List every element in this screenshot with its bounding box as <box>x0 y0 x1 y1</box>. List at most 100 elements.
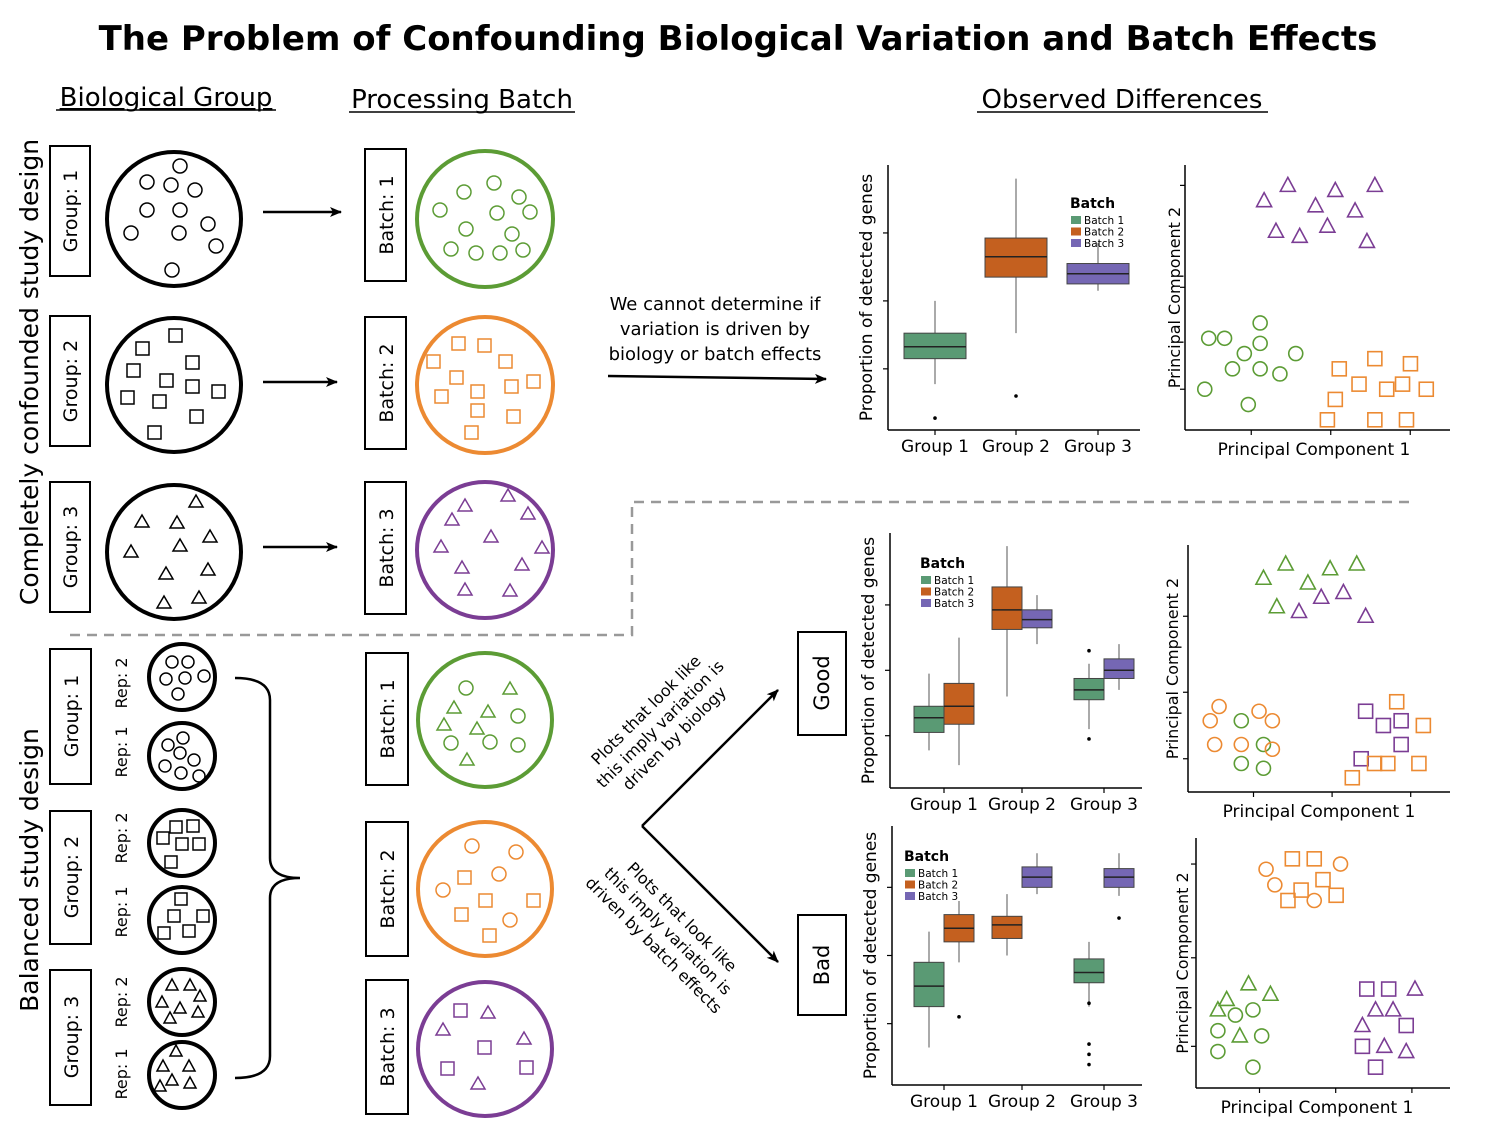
rep-label: Rep: 1 <box>112 1048 131 1099</box>
rep-label: Rep: 2 <box>112 657 131 708</box>
data-point <box>1264 741 1281 758</box>
legend-swatch <box>921 587 931 596</box>
data-point <box>1397 1041 1416 1059</box>
data-point <box>1334 582 1353 600</box>
data-point <box>1393 736 1409 753</box>
legend-label: Batch 1 <box>934 575 974 587</box>
balanced-design-label: Balanced study design <box>15 728 44 1012</box>
svg-text:Group: 2: Group: 2 <box>60 340 82 422</box>
svg-text:Group: 2: Group: 2 <box>61 836 83 918</box>
x-axis-label: Principal Component 1 <box>1223 802 1416 822</box>
data-point <box>1267 597 1286 614</box>
balanced-batch-box-2: Batch: 2 <box>365 821 409 957</box>
data-point <box>1245 1002 1261 1018</box>
batch-box-2: Batch: 2 <box>364 316 407 450</box>
data-point <box>1293 882 1309 898</box>
svg-text:Group: 1: Group: 1 <box>60 170 82 252</box>
data-point <box>1327 391 1344 408</box>
data-point <box>1357 703 1374 720</box>
legend-label: Batch 2 <box>918 880 958 892</box>
outlier <box>1087 1001 1091 1006</box>
pca-scatter-chart: Principal Component 1 Principal Component… <box>1173 838 1450 1118</box>
x-axis-label: Principal Component 1 <box>1218 440 1411 460</box>
x-tick-label: Group 1 <box>910 1092 978 1112</box>
outlier <box>1014 394 1018 398</box>
legend-title: Batch <box>1070 196 1115 212</box>
outlier <box>933 416 937 420</box>
balanced-batch2-circle <box>416 820 554 958</box>
box <box>1021 595 1053 645</box>
y-axis-label: Proportion of detected genes <box>859 537 879 784</box>
svg-text:Batch: 2: Batch: 2 <box>376 343 398 422</box>
data-point <box>1254 568 1273 586</box>
outlier <box>957 1015 961 1019</box>
charts-layer: Group 1 Group 2 Group 3 Proportion of detec… <box>857 165 1450 1118</box>
box <box>1073 648 1105 741</box>
svg-text:Batch: 3: Batch: 3 <box>376 508 398 587</box>
dashed-separator <box>70 500 1410 637</box>
rep-label: Rep: 1 <box>112 886 131 937</box>
y-axis-label: Principal Component 2 <box>1163 578 1182 759</box>
box-body <box>984 237 1048 278</box>
balanced-group-box-2: Group: 2 <box>49 810 92 945</box>
box-body <box>991 586 1023 630</box>
data-point <box>1394 376 1411 392</box>
legend-swatch <box>921 599 931 607</box>
data-point <box>1411 755 1427 772</box>
legend-label: Batch 2 <box>934 587 974 599</box>
data-point <box>1388 693 1405 710</box>
data-point <box>1240 396 1257 413</box>
outlier <box>1087 648 1091 653</box>
y-axis-label: Proportion of detected genes <box>857 174 877 421</box>
header-processing-batch: Processing Batch <box>351 85 573 115</box>
group-box-2: Group: 2 <box>49 315 91 447</box>
data-point <box>1284 851 1301 867</box>
data-point <box>1236 345 1253 362</box>
data-point <box>1196 381 1213 398</box>
box-body <box>1103 868 1135 888</box>
outlier <box>1087 737 1091 741</box>
balanced-batch-box-1: Batch: 1 <box>365 652 409 786</box>
group1-sample-circle <box>105 150 243 288</box>
legend-swatch <box>1071 239 1081 247</box>
data-point <box>1253 1028 1270 1044</box>
data-point <box>1200 330 1217 347</box>
data-point <box>1252 361 1268 377</box>
data-point <box>1255 190 1273 208</box>
data-point <box>1375 1036 1394 1054</box>
data-point <box>1406 979 1424 996</box>
boxplot-chart: Group 1 Group 2 Group 3 Proportion of detec… <box>857 165 1140 457</box>
data-point <box>1267 221 1285 239</box>
data-point <box>1312 587 1331 605</box>
box <box>984 178 1048 398</box>
data-point <box>1332 856 1349 872</box>
x-tick-label: Group 2 <box>982 437 1050 457</box>
boxplot-chart: Group 1 Group 2 Group 3 Proportion of detec… <box>859 533 1142 815</box>
legend-label: Batch 3 <box>934 598 974 610</box>
box-body <box>913 705 945 733</box>
good-verdict-box: Good <box>797 631 847 736</box>
pca-scatter-chart: Principal Component 1 Principal Component… <box>1163 545 1450 822</box>
svg-text:Group: 3: Group: 3 <box>60 506 82 588</box>
legend-swatch <box>921 576 931 584</box>
data-point <box>1299 573 1317 590</box>
legend-swatch <box>905 892 915 900</box>
data-point <box>1255 736 1272 753</box>
svg-text:We cannot determine if: We cannot determine if <box>610 294 822 315</box>
data-point <box>1366 175 1384 193</box>
legend-swatch <box>1071 216 1081 224</box>
x-tick-label: Group 3 <box>1070 1092 1138 1112</box>
data-point <box>1367 412 1383 428</box>
outlier <box>1117 916 1121 920</box>
data-point <box>1315 871 1331 888</box>
data-point <box>1366 1000 1385 1017</box>
batch3-circle <box>415 480 555 620</box>
data-point <box>1358 231 1376 249</box>
data-point <box>1358 981 1375 997</box>
box <box>1103 644 1135 690</box>
data-point <box>1306 892 1323 909</box>
data-point <box>1321 559 1339 576</box>
box <box>1103 853 1135 920</box>
batch2-circle <box>415 315 555 455</box>
data-point <box>1233 736 1250 753</box>
